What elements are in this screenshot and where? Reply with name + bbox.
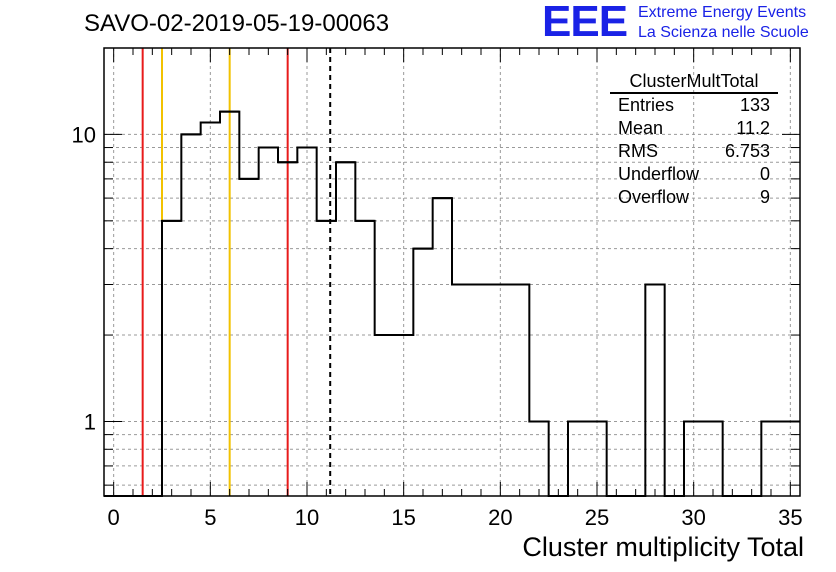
- x-tick-label: 20: [488, 505, 512, 530]
- stats-row-entries: Entries 133: [610, 94, 778, 117]
- stats-label: Overflow: [618, 187, 690, 207]
- axes: [103, 47, 801, 497]
- stats-label: Underflow: [618, 164, 700, 184]
- eee-logo-mark: EEE: [542, 0, 628, 46]
- x-tick-label: 0: [108, 505, 120, 530]
- stats-value: 6.753: [724, 141, 770, 161]
- stats-row-mean: Mean 11.2: [610, 117, 778, 140]
- stats-value: 133: [739, 95, 770, 115]
- marker-lines: [141, 48, 332, 496]
- stats-row-rms: RMS 6.753: [610, 140, 778, 163]
- x-tick-label: 30: [681, 505, 705, 530]
- stats-label: Entries: [618, 95, 675, 115]
- x-tick-label: 35: [778, 505, 802, 530]
- stats-box-title: ClusterMultTotal: [610, 70, 778, 94]
- stats-row-overflow: Overflow 9: [610, 186, 778, 209]
- logo-line-2: La Scienza nelle Scuole: [638, 24, 809, 41]
- stats-row-underflow: Underflow 0: [610, 163, 778, 186]
- stats-value: 0: [759, 164, 770, 184]
- x-tick-label: 15: [391, 505, 415, 530]
- y-tick-label: 1: [84, 409, 96, 434]
- chart-title: SAVO-02-2019-05-19-00063: [84, 10, 390, 37]
- x-tick-label: 5: [204, 505, 216, 530]
- tick-labels: 0 5 10 15 20 25 30 35 1 10: [72, 122, 803, 530]
- logo-line-1: Extreme Energy Events: [638, 4, 807, 21]
- x-tick-label: 25: [585, 505, 609, 530]
- stats-label: RMS: [618, 141, 658, 161]
- plot-frame: [103, 47, 801, 497]
- stats-value: 11.2: [736, 118, 770, 138]
- stats-box: ClusterMultTotal Entries 133 Mean 11.2 R…: [610, 70, 778, 209]
- x-tick-label: 10: [295, 505, 319, 530]
- stats-value: 9: [759, 187, 770, 207]
- x-axis-label: Cluster multiplicity Total: [522, 532, 804, 562]
- stats-label: Mean: [618, 118, 664, 138]
- y-tick-label: 10: [72, 122, 96, 147]
- eee-logo: EEE Extreme Energy Events La Scienza nel…: [542, 0, 834, 46]
